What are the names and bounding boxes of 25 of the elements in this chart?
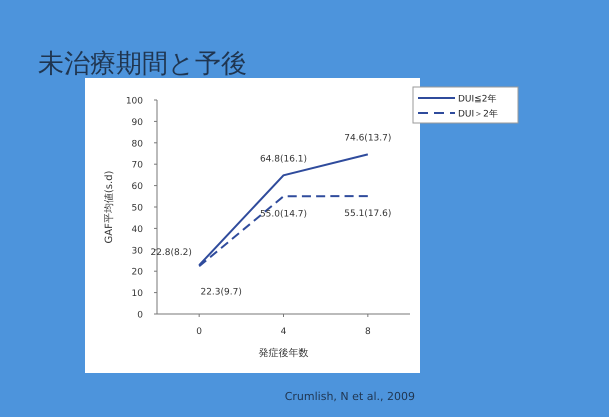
y-tick-label: 50 xyxy=(132,204,144,214)
y-tick-label: 90 xyxy=(132,118,144,128)
x-tick-label: 8 xyxy=(364,327,371,337)
legend-label: DUI≦2年 xyxy=(458,94,496,104)
x-tick-label: 0 xyxy=(196,327,202,337)
data-label: 22.3(9.7) xyxy=(200,287,242,298)
y-tick-label: 40 xyxy=(132,224,144,235)
y-tick-label: 80 xyxy=(132,139,144,150)
y-tick-label: 70 xyxy=(132,160,144,171)
data-label: 55.1(17.6) xyxy=(344,209,392,220)
x-axis-title: 発症後年数 xyxy=(258,347,308,359)
y-tick-label: 20 xyxy=(132,268,144,278)
data-label: 74.6(13.7) xyxy=(344,133,392,144)
data-label: 64.8(16.1) xyxy=(260,154,308,164)
text: Crumlish, N et al., 2009 xyxy=(284,390,415,403)
y-tick-label: 100 xyxy=(126,96,144,106)
legend-label: DUI＞2年 xyxy=(458,108,498,120)
chart-title: 未治療期間と予後 xyxy=(38,49,247,79)
x-tick-label: 4 xyxy=(280,327,287,337)
y-axis-title: GAF平均値(s.d) xyxy=(103,170,115,244)
y-tick-label: 30 xyxy=(132,246,144,256)
y-tick-label: 60 xyxy=(132,182,144,192)
data-label: 55.0(14.7) xyxy=(260,209,308,220)
y-tick-label: 10 xyxy=(132,289,144,300)
y-tick-label: 0 xyxy=(137,310,144,320)
